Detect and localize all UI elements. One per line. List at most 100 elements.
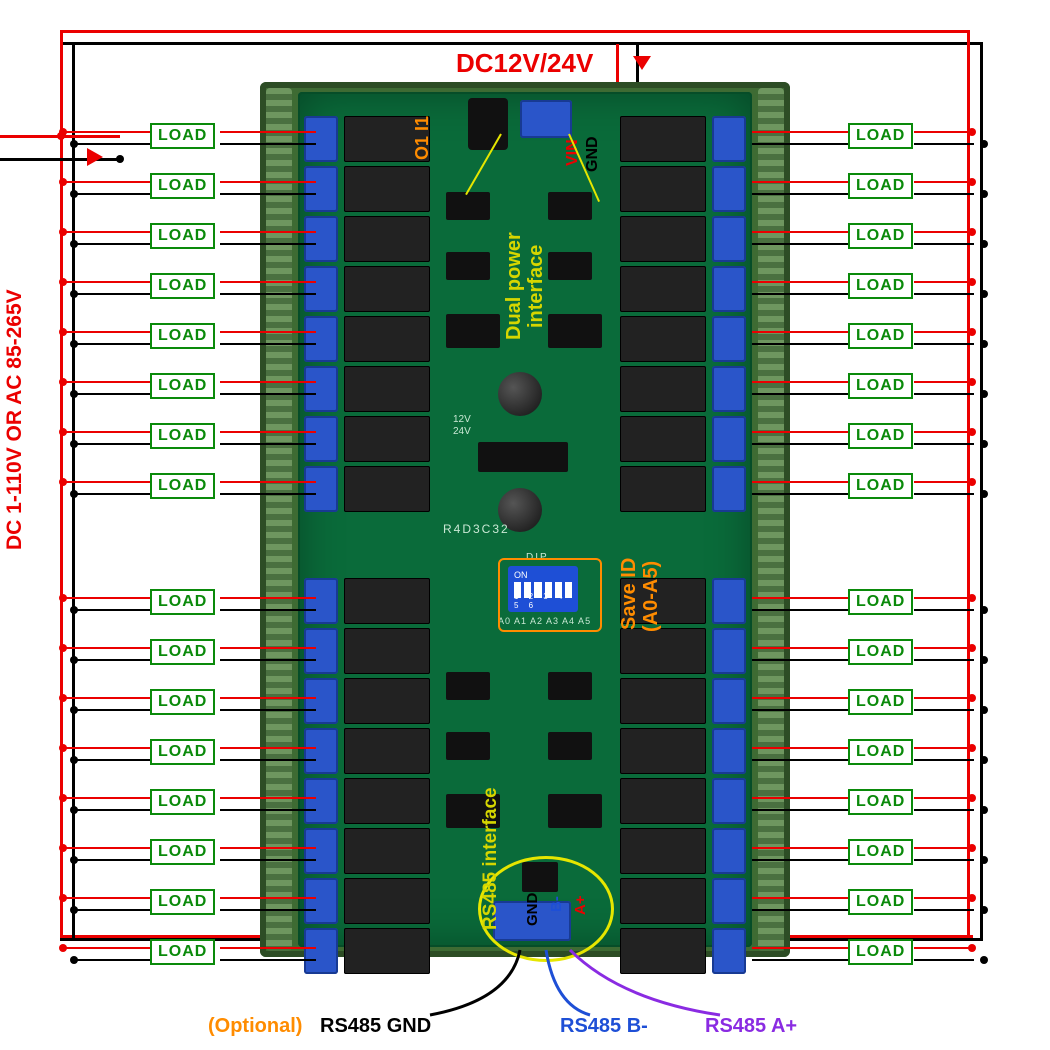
- wire-black: [75, 609, 150, 611]
- wire-red: [914, 647, 974, 649]
- wire-red: [220, 481, 316, 483]
- junction-dot: [968, 478, 976, 486]
- wire-red: [752, 381, 848, 383]
- junction-dot: [980, 856, 988, 864]
- load-tag: LOAD: [150, 223, 215, 249]
- junction-dot: [980, 756, 988, 764]
- wire-red: [752, 431, 848, 433]
- junction-dot: [968, 378, 976, 386]
- wire-black: [914, 493, 974, 495]
- load-tag: LOAD: [150, 939, 215, 965]
- load-tag: LOAD: [848, 373, 913, 399]
- wire-black: [914, 443, 974, 445]
- wire-black: [220, 809, 316, 811]
- wire-red: [914, 597, 974, 599]
- wire-red: [75, 231, 150, 233]
- bottom-b-label: RS485 B-: [560, 1015, 648, 1038]
- junction-dot: [70, 706, 78, 714]
- wire-red: [75, 797, 150, 799]
- load-tag: LOAD: [848, 123, 913, 149]
- wire-red: [75, 431, 150, 433]
- wire-black: [75, 193, 150, 195]
- wire-black: [914, 343, 974, 345]
- junction-dot: [70, 490, 78, 498]
- wire-red: [75, 331, 150, 333]
- load-tag: LOAD: [150, 589, 215, 615]
- wire-black: [220, 959, 316, 961]
- junction-dot: [968, 328, 976, 336]
- wire-red: [220, 281, 316, 283]
- wire-red: [75, 747, 150, 749]
- load-tag: LOAD: [150, 323, 215, 349]
- wire-red: [914, 231, 974, 233]
- load-tag: LOAD: [150, 173, 215, 199]
- wire-black: [752, 143, 848, 145]
- load-tag: LOAD: [848, 889, 913, 915]
- load-tag: LOAD: [848, 273, 913, 299]
- wire-red: [914, 847, 974, 849]
- junction-dot: [980, 240, 988, 248]
- wire-black: [752, 659, 848, 661]
- wire-red: [914, 697, 974, 699]
- wire-red: [914, 897, 974, 899]
- junction-dot: [70, 240, 78, 248]
- load-tag: LOAD: [150, 739, 215, 765]
- junction-dot: [980, 140, 988, 148]
- junction-dot: [980, 806, 988, 814]
- load-tag: LOAD: [150, 423, 215, 449]
- load-tag: LOAD: [150, 839, 215, 865]
- junction-dot: [59, 744, 67, 752]
- wire-black: [220, 393, 316, 395]
- junction-dot: [968, 228, 976, 236]
- wire-black: [914, 243, 974, 245]
- junction-dot: [980, 906, 988, 914]
- wire-black: [914, 959, 974, 961]
- wire-red: [75, 697, 150, 699]
- wire-black: [220, 243, 316, 245]
- wire-red: [75, 847, 150, 849]
- junction-dot: [968, 744, 976, 752]
- wire-black: [220, 909, 316, 911]
- wire-red: [752, 797, 848, 799]
- junction-dot: [980, 656, 988, 664]
- junction-dot: [980, 290, 988, 298]
- junction-dot: [59, 894, 67, 902]
- wire-black: [752, 909, 848, 911]
- wire-red: [220, 231, 316, 233]
- junction-dot: [70, 390, 78, 398]
- junction-dot: [59, 428, 67, 436]
- wire-black: [75, 493, 150, 495]
- wire-red: [220, 431, 316, 433]
- wire-black: [220, 493, 316, 495]
- wire-black: [914, 659, 974, 661]
- wire-red: [752, 947, 848, 949]
- junction-dot: [70, 190, 78, 198]
- load-tag: LOAD: [848, 639, 913, 665]
- wire-red: [75, 897, 150, 899]
- junction-dot: [968, 894, 976, 902]
- wire-red: [752, 231, 848, 233]
- load-tag: LOAD: [848, 423, 913, 449]
- junction-dot: [980, 606, 988, 614]
- junction-dot: [70, 606, 78, 614]
- wire-red: [752, 281, 848, 283]
- wire-red: [752, 647, 848, 649]
- wire-red: [220, 381, 316, 383]
- diagram-root: DC 1-110V OR AC 85-265V DC12V/24V R4D3C: [0, 0, 1050, 1050]
- wire-black: [220, 293, 316, 295]
- wire-red: [220, 697, 316, 699]
- junction-dot: [968, 594, 976, 602]
- wire-red: [75, 947, 150, 949]
- junction-dot: [59, 128, 67, 136]
- junction-dot: [59, 794, 67, 802]
- wire-black: [75, 909, 150, 911]
- wire-black: [752, 443, 848, 445]
- wire-red: [752, 747, 848, 749]
- wire-red: [220, 847, 316, 849]
- junction-dot: [968, 944, 976, 952]
- wire-black: [752, 759, 848, 761]
- junction-dot: [70, 340, 78, 348]
- junction-dot: [70, 856, 78, 864]
- wire-red: [220, 331, 316, 333]
- junction-dot: [59, 644, 67, 652]
